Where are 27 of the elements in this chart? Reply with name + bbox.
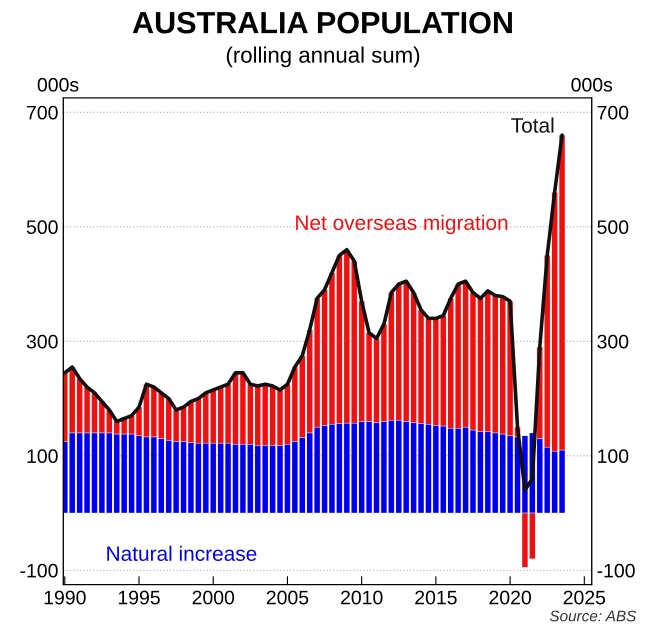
series-label: Total: [511, 117, 554, 133]
x-tick-label: 1995: [118, 590, 160, 604]
x-tick-label: 2020: [489, 590, 531, 604]
y-tick-label: 100: [27, 449, 58, 464]
y-tick-label: -100: [20, 564, 58, 578]
line-series: [63, 133, 564, 492]
y2-tick-label: 700: [598, 106, 628, 120]
x-tick-label: 2015: [415, 590, 457, 604]
x-tick-label: 2025: [564, 590, 606, 604]
y2-tick-label: 500: [597, 220, 628, 234]
chart-subtitle: (rolling annual sum): [226, 46, 420, 68]
series-label: Natural increase: [107, 546, 256, 561]
text: Net overseas migration: [296, 214, 508, 234]
x-tick-label: 2010: [341, 590, 383, 604]
x-tick-label: 2005: [266, 590, 308, 604]
y-tick-label: 300: [26, 334, 58, 349]
x-tick-label: 2000: [192, 590, 234, 604]
y2-tick-label: 100: [598, 449, 628, 464]
y2-tick-label: 300: [597, 334, 628, 349]
source-note: Source: ABS: [550, 610, 636, 622]
y-tick-label: 500: [26, 220, 58, 234]
y-tick-label: 700: [27, 106, 58, 120]
y2-tick-label: -100: [597, 564, 635, 578]
chart-title: AUSTRALIA POPULATION: [132, 12, 512, 34]
y-axis-title: 000s: [38, 78, 78, 92]
x-tick-label: 1990: [44, 590, 86, 604]
y2-axis-title: 000s: [571, 78, 612, 92]
